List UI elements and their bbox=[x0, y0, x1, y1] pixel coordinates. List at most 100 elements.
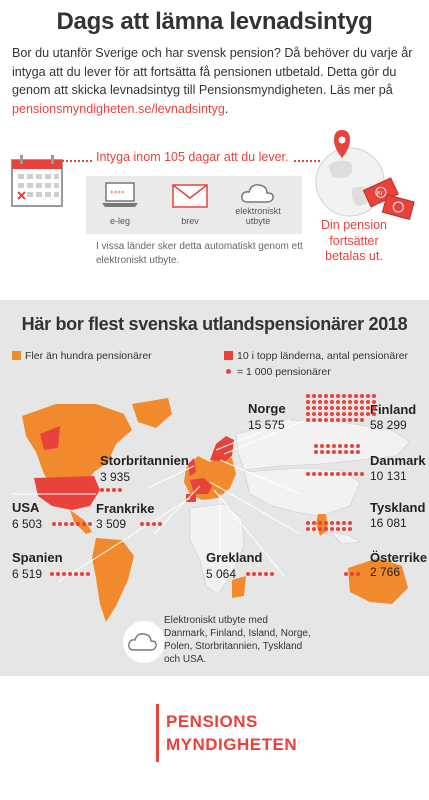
pensioner-dot bbox=[306, 521, 310, 525]
pensioner-dot bbox=[64, 522, 68, 526]
country-value-danmark: 10 131 bbox=[370, 469, 407, 483]
pensioner-dot bbox=[318, 412, 322, 416]
pensioner-dot bbox=[152, 522, 156, 526]
calendar-icon bbox=[11, 155, 63, 207]
pensioner-dot bbox=[372, 406, 376, 410]
pensioner-dot bbox=[356, 450, 360, 454]
pensioner-dot bbox=[82, 522, 86, 526]
orange-square-icon bbox=[12, 351, 21, 360]
pensioner-dot bbox=[252, 572, 256, 576]
country-value-spanien: 6 519 bbox=[12, 567, 43, 581]
pensioner-dot bbox=[324, 527, 328, 531]
country-name-finland: Finland bbox=[370, 402, 417, 417]
pensioner-dot bbox=[258, 572, 262, 576]
pensioner-dot bbox=[264, 572, 268, 576]
country-value-frankrike: 3 509 bbox=[96, 517, 127, 531]
pensioner-dot bbox=[324, 394, 328, 398]
pensioner-dot bbox=[80, 572, 84, 576]
pensioner-dot bbox=[326, 444, 330, 448]
pensioner-dot bbox=[338, 450, 342, 454]
pensioner-dot bbox=[354, 472, 358, 476]
pensioner-dot bbox=[100, 488, 104, 492]
pensioner-dot bbox=[324, 521, 328, 525]
pensioner-dot bbox=[158, 522, 162, 526]
country-value-usa: 6 503 bbox=[12, 517, 43, 531]
pensioner-dot bbox=[318, 418, 322, 422]
legend-dot-scale: = 1 000 pensionärer bbox=[224, 366, 331, 378]
logo-line2: MYNDIGHETEN bbox=[166, 735, 298, 754]
pensioner-dot bbox=[336, 418, 340, 422]
pensioner-dot bbox=[324, 400, 328, 404]
pensioner-dot bbox=[342, 521, 346, 525]
pensioner-dot bbox=[324, 418, 328, 422]
country-value-osterrike: 2 766 bbox=[370, 565, 401, 579]
result-text: Din pension fortsätter betalas ut. bbox=[320, 218, 387, 263]
pensioner-dot bbox=[366, 406, 370, 410]
pensioner-dot bbox=[372, 394, 376, 398]
pensioner-dot bbox=[342, 406, 346, 410]
legend-over-hundred: Fler än hundra pensionärer bbox=[12, 350, 152, 362]
pensioner-dot bbox=[356, 572, 360, 576]
logo-bar bbox=[156, 704, 159, 762]
pensioner-dot bbox=[326, 450, 330, 454]
pensioner-dot bbox=[70, 522, 74, 526]
pensioner-dot bbox=[330, 394, 334, 398]
dot-icon bbox=[226, 369, 231, 374]
option-elektroniskt-label: elektroniskt utbyte bbox=[235, 206, 281, 226]
pensioner-dot bbox=[366, 394, 370, 398]
pensioner-dot bbox=[348, 412, 352, 416]
pensioner-dot bbox=[76, 522, 80, 526]
pensioner-dot bbox=[118, 488, 122, 492]
pensioner-dot bbox=[330, 400, 334, 404]
pensioner-dot bbox=[330, 521, 334, 525]
pensioner-dot bbox=[360, 400, 364, 404]
laptop-icon: **** bbox=[102, 182, 138, 207]
option-eleg-label: e-leg bbox=[109, 216, 130, 226]
map-title: Här bor flest svenska utlandspensionärer… bbox=[21, 314, 408, 334]
pensioner-dot bbox=[318, 527, 322, 531]
pensioner-dot bbox=[306, 394, 310, 398]
pensioner-dot bbox=[68, 572, 72, 576]
pensioner-dot bbox=[312, 527, 316, 531]
pensioner-dot bbox=[306, 418, 310, 422]
pensioner-dot bbox=[306, 472, 310, 476]
country-value-storbritannien: 3 935 bbox=[100, 470, 131, 484]
pensioner-dot bbox=[146, 522, 150, 526]
logo-line1: PENSIONS bbox=[166, 712, 258, 731]
pensioner-dot bbox=[330, 418, 334, 422]
pensioner-dot bbox=[354, 394, 358, 398]
pensioner-dot bbox=[344, 444, 348, 448]
electronic-exchange-badge bbox=[123, 621, 165, 663]
pensioner-dot bbox=[312, 412, 316, 416]
pensioner-dot bbox=[314, 450, 318, 454]
pensioner-dot bbox=[350, 450, 354, 454]
pensioner-dot bbox=[360, 418, 364, 422]
pensioner-dot bbox=[318, 394, 322, 398]
pensioner-dot bbox=[324, 412, 328, 416]
levnadsintyg-link[interactable]: pensionsmyndigheten.se/levnadsintyg bbox=[12, 101, 225, 116]
country-name-storbritannien: Storbritannien bbox=[100, 453, 189, 468]
pensioner-dot bbox=[330, 406, 334, 410]
globe-icon: Kr bbox=[315, 130, 415, 220]
pensioner-dot bbox=[348, 406, 352, 410]
country-value-norge: 15 575 bbox=[248, 418, 285, 432]
pensioner-dot bbox=[306, 412, 310, 416]
pensioner-dot bbox=[330, 412, 334, 416]
deadline-text: Intyga inom 105 dagar att du lever. bbox=[92, 150, 293, 164]
pensioner-dot bbox=[52, 522, 56, 526]
pensionsmyndigheten-logo: PENSIONS MYNDIGHETEN bbox=[156, 704, 316, 764]
pensioner-dot bbox=[312, 418, 316, 422]
pensioner-dot bbox=[348, 418, 352, 422]
pensioner-dot bbox=[354, 412, 358, 416]
money-label: Kr bbox=[377, 191, 383, 197]
electronic-exchange-text: Elektroniskt utbyte med Danmark, Finland… bbox=[164, 615, 311, 665]
pensioner-dot bbox=[332, 450, 336, 454]
pensioner-dot bbox=[348, 527, 352, 531]
world-map bbox=[12, 398, 411, 622]
country-name-norge: Norge bbox=[248, 401, 286, 416]
pensioner-dot bbox=[348, 472, 352, 476]
country-value-grekland: 5 064 bbox=[206, 567, 237, 581]
pensioner-dot bbox=[324, 472, 328, 476]
pensioner-dot bbox=[330, 527, 334, 531]
pensioner-dot bbox=[342, 527, 346, 531]
